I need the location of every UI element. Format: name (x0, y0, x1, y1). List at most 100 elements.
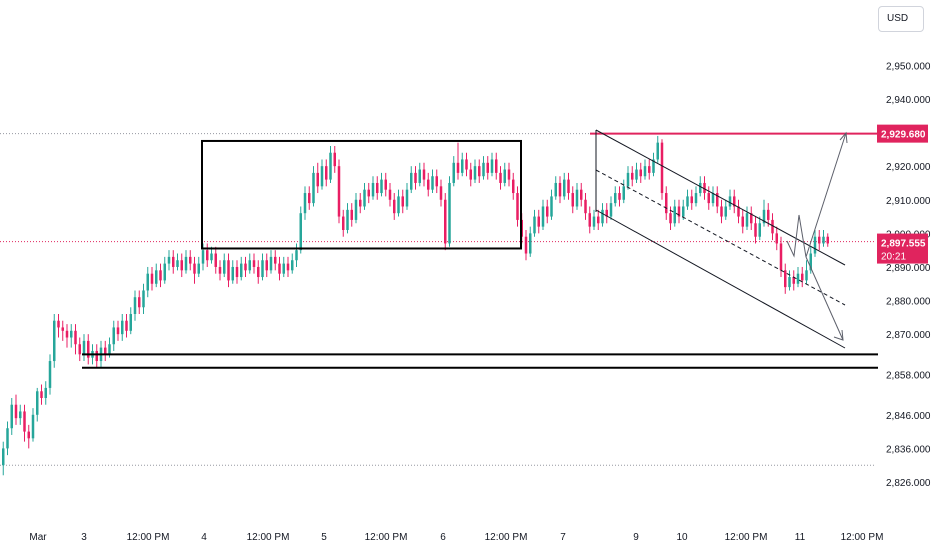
currency-selector[interactable]: USD (878, 6, 924, 32)
candle-body (354, 199, 358, 220)
candle-body (507, 169, 511, 180)
candle-body (248, 260, 251, 271)
candle-body (784, 270, 787, 288)
candles (2, 135, 829, 476)
last-price-label: 2,897.555 (881, 239, 926, 250)
candle-body (112, 327, 115, 345)
candle-body (686, 196, 689, 207)
candle-body (707, 193, 710, 204)
candle-body (82, 340, 86, 355)
candle-body (771, 219, 774, 234)
x-axis-tick-label: 11 (795, 532, 806, 543)
candle-body (138, 297, 141, 308)
y-axis-tick-label: 2,858.000 (886, 370, 931, 381)
x-axis-tick-label: 7 (560, 532, 566, 543)
candle-body (682, 206, 685, 217)
candle-body (325, 166, 328, 180)
candle-body (261, 260, 264, 278)
candle-body (448, 182, 451, 244)
y-axis-tick-label: 2,910.000 (886, 196, 931, 207)
candle-body (626, 172, 630, 187)
candle-body (631, 172, 634, 180)
candle-body (308, 193, 311, 204)
candle-body (405, 189, 409, 207)
y-axis-tick-label: 2,920.000 (886, 162, 931, 173)
candle-body (482, 162, 485, 177)
countdown-label: 20:21 (881, 252, 906, 263)
candle-body (656, 142, 659, 160)
candle-body (754, 223, 757, 237)
x-axis-tick-label: 12:00 PM (247, 532, 290, 543)
candle-body (31, 414, 35, 439)
candle-body (295, 250, 298, 261)
candle-body (363, 189, 366, 207)
candle-body (452, 162, 455, 183)
candle-body (87, 340, 90, 358)
candle-body (150, 273, 154, 284)
candle-body (622, 186, 625, 200)
candle-body (376, 182, 379, 194)
candle-body (486, 162, 489, 173)
candle-body (133, 297, 137, 314)
candle-body (346, 209, 349, 230)
candle-body (716, 193, 719, 207)
candle-body (512, 179, 515, 194)
x-axis-tick-label: 12:00 PM (485, 532, 528, 543)
candle-body (201, 250, 205, 264)
candle-body (70, 330, 73, 338)
candle-body (673, 206, 676, 224)
candle-body (826, 236, 829, 244)
candle-body (48, 361, 52, 388)
candle-body (108, 344, 111, 355)
candle-body (618, 193, 621, 200)
range-box (201, 139, 522, 250)
price-markers: 2,929.680 2,897.555 20:21 (877, 124, 928, 264)
candle-body (388, 189, 392, 200)
candle-body (550, 196, 553, 217)
candle-body (669, 213, 672, 224)
candle-body (465, 159, 468, 170)
candle-body (703, 182, 706, 194)
candle-body (733, 196, 736, 207)
candle-body (19, 411, 22, 419)
candle-body (724, 206, 727, 217)
candle-body (316, 172, 319, 187)
candle-body (775, 233, 778, 244)
candle-body (762, 209, 766, 224)
candle-body (167, 256, 171, 264)
candle-body (74, 330, 77, 345)
candle-body (329, 152, 332, 180)
candle-body (558, 182, 562, 197)
candle-body (665, 193, 668, 214)
candle-body (660, 142, 664, 194)
candle-body (193, 263, 196, 274)
candle-body (265, 260, 268, 271)
candle-body (592, 216, 596, 227)
candle-body (350, 209, 353, 220)
candle-body (65, 330, 69, 338)
candle-body (597, 216, 600, 224)
x-axis-tick-label: 12:00 PM (127, 532, 170, 543)
candle-body (605, 209, 608, 217)
candle-body (427, 179, 430, 190)
y-axis-tick-label: 2,846.000 (886, 411, 931, 422)
candle-body (461, 159, 464, 173)
candle-body (146, 273, 149, 291)
candle-body (435, 176, 438, 187)
candle-body (27, 431, 30, 439)
candle-body (286, 263, 290, 271)
candle-body (235, 266, 239, 278)
candle-body (635, 169, 638, 180)
candle-body (567, 179, 570, 194)
candle-body (303, 193, 307, 214)
resistance-price-label: 2,929.680 (881, 130, 926, 141)
candle-body (711, 193, 715, 204)
y-axis-tick-label: 2,950.000 (886, 61, 931, 72)
candle-body (469, 169, 472, 180)
candle-body (14, 404, 18, 419)
candle-body (142, 290, 145, 308)
resistance-price-tag (877, 124, 928, 143)
candle-body (677, 206, 681, 217)
candle-body (473, 166, 477, 180)
